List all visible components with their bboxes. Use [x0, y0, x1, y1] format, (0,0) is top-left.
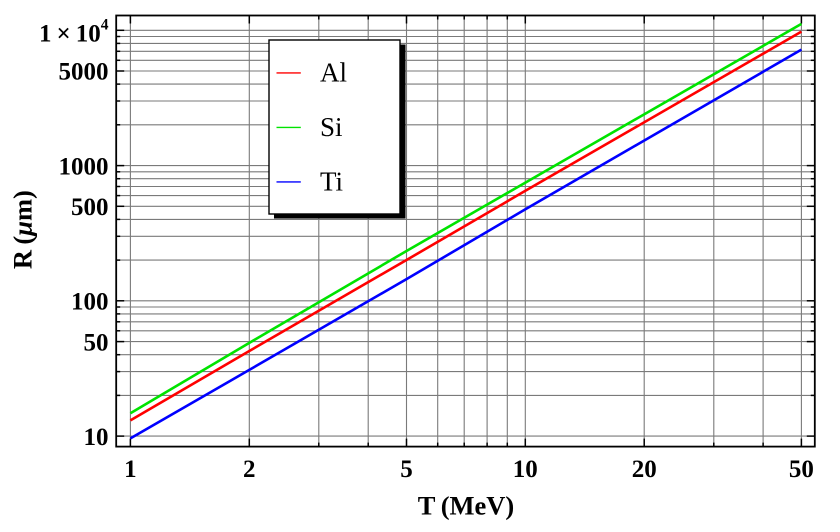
svg-text:10: 10: [84, 424, 109, 451]
svg-text:1: 1: [124, 456, 137, 483]
svg-text:1 × 104: 1 × 104: [39, 16, 109, 47]
svg-text:50: 50: [789, 456, 814, 483]
svg-text:2: 2: [243, 456, 256, 483]
svg-text:Si: Si: [320, 112, 343, 142]
svg-text:5000: 5000: [59, 59, 109, 86]
svg-text:20: 20: [632, 456, 657, 483]
svg-text:1000: 1000: [59, 153, 109, 180]
svg-text:5: 5: [400, 456, 413, 483]
svg-text:100: 100: [71, 289, 109, 316]
svg-text:R (μm): R (μm): [8, 190, 38, 269]
svg-text:10: 10: [513, 456, 538, 483]
svg-text:Ti: Ti: [320, 167, 343, 197]
svg-text:Al: Al: [320, 58, 347, 88]
svg-text:500: 500: [71, 194, 109, 221]
svg-text:T (MeV): T (MeV): [418, 491, 515, 521]
svg-text:50: 50: [84, 329, 109, 356]
